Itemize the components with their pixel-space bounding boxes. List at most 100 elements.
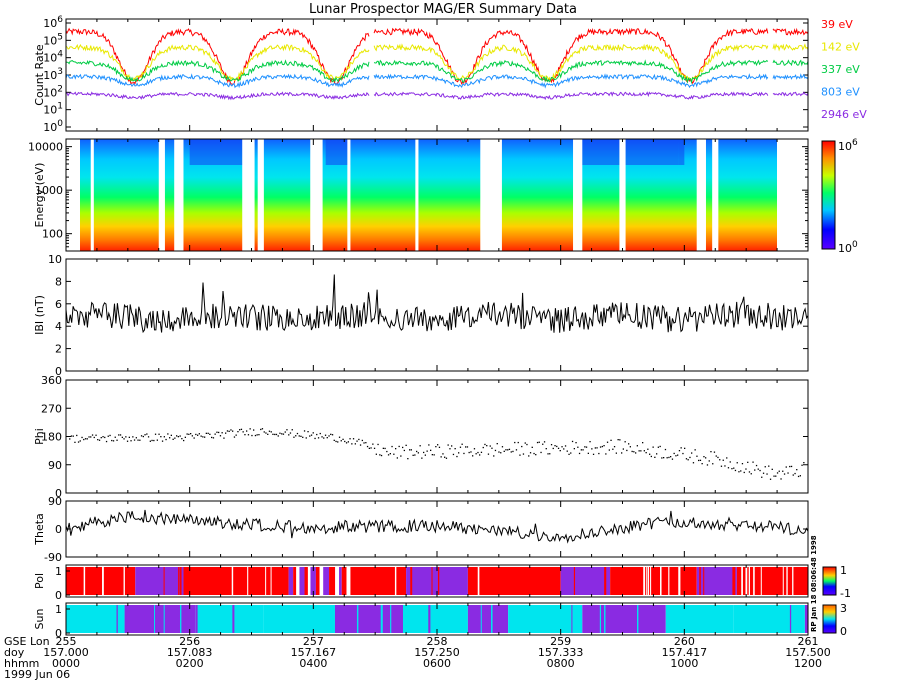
x-tick-gse-lon: 257 [303,635,324,648]
phi-point [340,440,342,442]
phi-point [578,452,581,455]
count-rate-ytick: 106 [43,15,63,30]
phi-point [473,448,476,450]
phi-point [771,468,773,470]
phi-point [260,428,262,431]
phi-point [93,436,95,439]
b-magnitude-x-ticks [65,259,809,371]
phi-point [645,452,647,454]
sun-ylabel: Sun [33,609,46,630]
phi-point [699,459,702,461]
phi-point [642,442,644,444]
pol-segment [319,567,324,595]
phi-point [705,457,707,459]
pol-stripe [760,567,762,595]
phi-point [731,468,733,470]
phi-point [689,456,691,459]
phi-point [692,462,695,464]
pol-segment [299,567,305,595]
phi-point [363,442,365,444]
sun-segment [508,605,583,633]
phi-point [419,445,421,447]
phi-point [144,434,146,436]
phi-point [321,436,323,438]
phi-point [754,469,756,471]
phi-point [197,434,199,436]
count-rate-ylabel: Count Rate [33,44,46,106]
phi-point [270,431,272,433]
phi-point [268,430,271,432]
phi-point [69,438,71,440]
phi-point [801,464,803,466]
phi-point [91,434,94,436]
phi-point [230,429,232,431]
sun-stripe [124,605,127,633]
phi-point [111,439,113,442]
pol-stripe [180,567,182,595]
phi-point [577,446,579,448]
phi-point [349,438,351,440]
phi-point [74,441,76,443]
x-tick-gse-lon: 255 [56,635,77,648]
phi-point [664,448,667,451]
pol-stripe [748,567,750,595]
count-rate-legend-label: 142 eV [821,41,860,54]
sun-stripe [636,605,639,633]
phi-point [466,446,469,448]
b-magnitude-ytick: 8 [55,275,62,288]
phi-point [571,440,574,443]
phi-point [193,437,195,439]
phi-point [501,446,504,448]
phi-point [368,447,370,449]
phi-point [778,470,780,472]
phi-point [133,439,136,441]
phi-point [698,459,700,462]
phi-point [745,468,747,470]
phi-point [261,428,264,430]
phi-point [309,435,311,437]
sun-stripe [428,605,431,633]
phi-point [526,443,528,446]
count-rate-series-142-ev [65,43,809,83]
phi-point [402,446,404,449]
phi-point [531,446,533,448]
phi-ytick: 270 [41,402,62,415]
count-rate-ytick: 101 [43,102,63,117]
phi-point [95,434,97,436]
phi-point [228,430,230,432]
phi-point [652,446,654,448]
phi-point [328,435,330,437]
phi-point [161,440,164,442]
phi-point [142,435,144,438]
phi-point [519,454,521,456]
phi-point [456,455,458,458]
spectrogram-gap [310,139,323,251]
phi-point [613,446,616,448]
phi-point [796,469,798,471]
phi-point [184,436,186,438]
pol-stripe [782,567,784,595]
phi-point [172,438,174,440]
phi-point [654,456,656,458]
phi-point [289,432,292,434]
phi-point [640,450,642,452]
phi-point [575,442,577,444]
spectrogram-gap [257,139,264,251]
phi-point [465,446,467,448]
phi-point [345,442,348,444]
phi-point [682,452,684,455]
phi-point [223,437,225,439]
phi-point [342,438,344,440]
phi-point [759,469,761,472]
sun-segment [402,605,468,633]
phi-point [398,445,400,448]
pol-x-ticks [65,565,809,597]
phi-point [338,436,341,438]
phi-point [540,451,542,454]
x-tick-doy: 157.167 [291,646,337,659]
phi-point [757,468,759,470]
sun-stripe [380,605,383,633]
phi-point [351,443,353,445]
phi-point [563,448,565,450]
phi-point [146,433,148,435]
